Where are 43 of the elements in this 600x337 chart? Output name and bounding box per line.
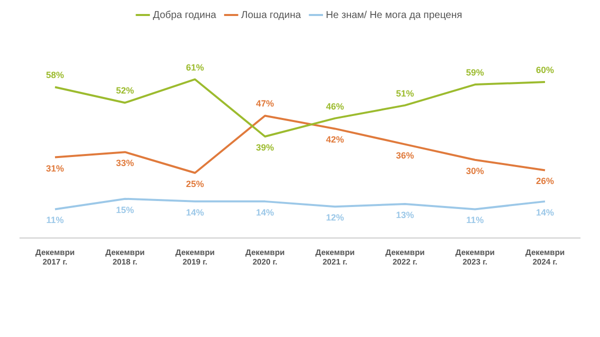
category-label: Декември (245, 248, 285, 257)
data-label: 46% (326, 101, 344, 112)
data-label: 15% (116, 204, 134, 215)
category-label: Декември (35, 248, 75, 257)
category-label: 2021 г. (322, 257, 348, 266)
data-label: 33% (116, 158, 134, 168)
data-label: 11% (46, 215, 64, 226)
category-label: Декември (525, 248, 565, 257)
data-label: 31% (46, 163, 64, 174)
category-label: 2022 г. (392, 257, 418, 266)
category-label: 2017 г. (42, 257, 68, 266)
data-label: 36% (396, 150, 414, 160)
category-label: 2020 г. (252, 257, 278, 266)
category-label: 2019 г. (182, 257, 208, 266)
category-label: Декември (315, 248, 355, 257)
data-label: 39% (256, 142, 274, 152)
data-label: 51% (396, 88, 414, 98)
data-label: 47% (256, 98, 274, 109)
data-label: 25% (186, 178, 204, 189)
data-label: 14% (256, 207, 274, 218)
category-label: Декември (455, 248, 495, 257)
data-label: 42% (326, 134, 344, 145)
data-label: 58% (46, 70, 64, 80)
data-label: 13% (396, 210, 414, 220)
legend-label: Добра година (152, 10, 217, 21)
category-label: 2023 г. (462, 257, 488, 266)
category-label: 2024 г. (532, 257, 558, 266)
data-label: 60% (536, 64, 554, 75)
data-label: 59% (466, 68, 484, 78)
data-label: 61% (186, 62, 204, 72)
data-label: 14% (536, 207, 554, 218)
category-label: Декември (175, 248, 215, 257)
data-label: 12% (326, 212, 344, 223)
legend-label: Не знам/ Не мога да преценя (326, 10, 462, 21)
data-label: 30% (466, 166, 484, 176)
category-label: Декември (385, 248, 425, 257)
data-label: 52% (116, 86, 134, 96)
category-label: Декември (105, 248, 145, 257)
data-label: 26% (536, 176, 554, 186)
data-label: 14% (186, 207, 204, 218)
legend-label: Лоша година (241, 10, 302, 21)
category-label: 2018 г. (112, 257, 138, 266)
data-label: 11% (466, 215, 484, 226)
